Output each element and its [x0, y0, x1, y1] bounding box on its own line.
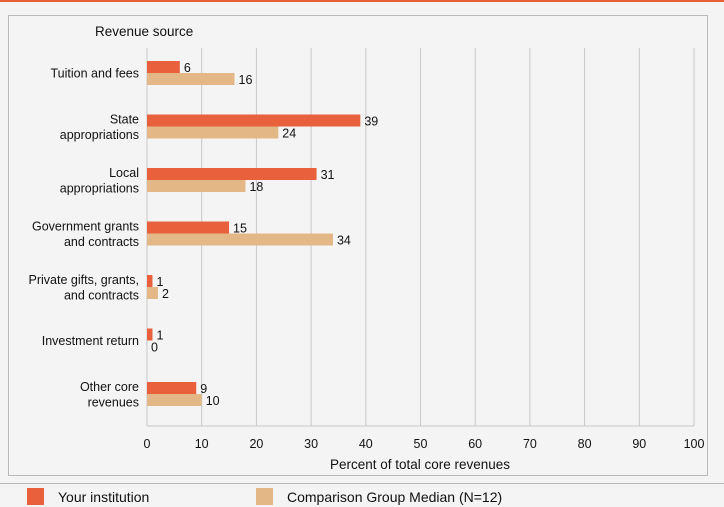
legend-swatch-comparison-group [256, 488, 273, 505]
legend: Your institution Comparison Group Median… [0, 483, 724, 507]
value-label: 31 [321, 168, 335, 182]
legend-item-comparison-group: Comparison Group Median (N=12) [256, 488, 502, 505]
x-tick-label: 40 [359, 437, 373, 451]
x-tick-label: 10 [195, 437, 209, 451]
plot-frame [8, 15, 708, 476]
value-label: 34 [337, 234, 351, 248]
x-tick-label: 30 [304, 437, 318, 451]
x-tick-label: 60 [468, 437, 482, 451]
value-label: 10 [206, 394, 220, 408]
category-label: Other core [80, 380, 139, 394]
value-label: 16 [239, 73, 253, 87]
category-label: revenues [88, 395, 139, 409]
value-label: 24 [282, 127, 296, 141]
bar-your-institution [147, 114, 361, 127]
value-label: 2 [162, 287, 169, 301]
bar-comparison-median [147, 233, 333, 246]
value-label: 39 [364, 115, 378, 129]
x-tick-label: 20 [249, 437, 263, 451]
bar-comparison-median [147, 73, 235, 85]
x-tick-label: 50 [414, 437, 428, 451]
bar-your-institution [147, 221, 230, 234]
bar-your-institution [147, 168, 317, 180]
category-label: Investment return [42, 334, 139, 348]
category-label: State [110, 112, 139, 126]
category-label: appropriations [60, 181, 139, 195]
category-label: and contracts [64, 288, 139, 302]
x-tick-label: 100 [684, 437, 705, 451]
legend-item-your-institution: Your institution [27, 488, 149, 505]
chart-title: Revenue source [95, 24, 193, 39]
x-tick-label: 80 [578, 437, 592, 451]
category-label: Tuition and fees [51, 67, 139, 81]
category-label: appropriations [60, 128, 139, 142]
top-rule [0, 0, 724, 2]
x-tick-label: 0 [144, 437, 151, 451]
bar-your-institution [147, 275, 153, 287]
value-label: 0 [151, 341, 158, 355]
value-label: 1 [156, 275, 163, 289]
legend-swatch-your-institution [27, 488, 44, 505]
value-label: 15 [233, 222, 247, 236]
value-label: 1 [156, 329, 163, 343]
bar-your-institution [147, 61, 180, 73]
bar-your-institution [147, 328, 153, 341]
bars [147, 61, 361, 406]
x-tick-label: 70 [523, 437, 537, 451]
bar-comparison-median [147, 394, 202, 406]
bar-comparison-median [147, 180, 246, 192]
category-label: Private gifts, grants, [29, 273, 139, 287]
category-label: Local [109, 166, 139, 180]
bar-comparison-median [147, 126, 279, 139]
legend-label-your-institution: Your institution [58, 488, 150, 505]
x-tick-label: 90 [632, 437, 646, 451]
bar-your-institution [147, 382, 197, 394]
category-label: Government grants [32, 219, 139, 233]
value-label: 9 [200, 382, 207, 396]
x-axis-title: Percent of total core revenues [330, 457, 510, 472]
category-label: and contracts [64, 235, 139, 249]
legend-label-comparison-group: Comparison Group Median (N=12) [287, 488, 503, 505]
value-label: 6 [184, 61, 191, 75]
bar-comparison-median [147, 287, 158, 299]
value-label: 18 [249, 180, 263, 194]
